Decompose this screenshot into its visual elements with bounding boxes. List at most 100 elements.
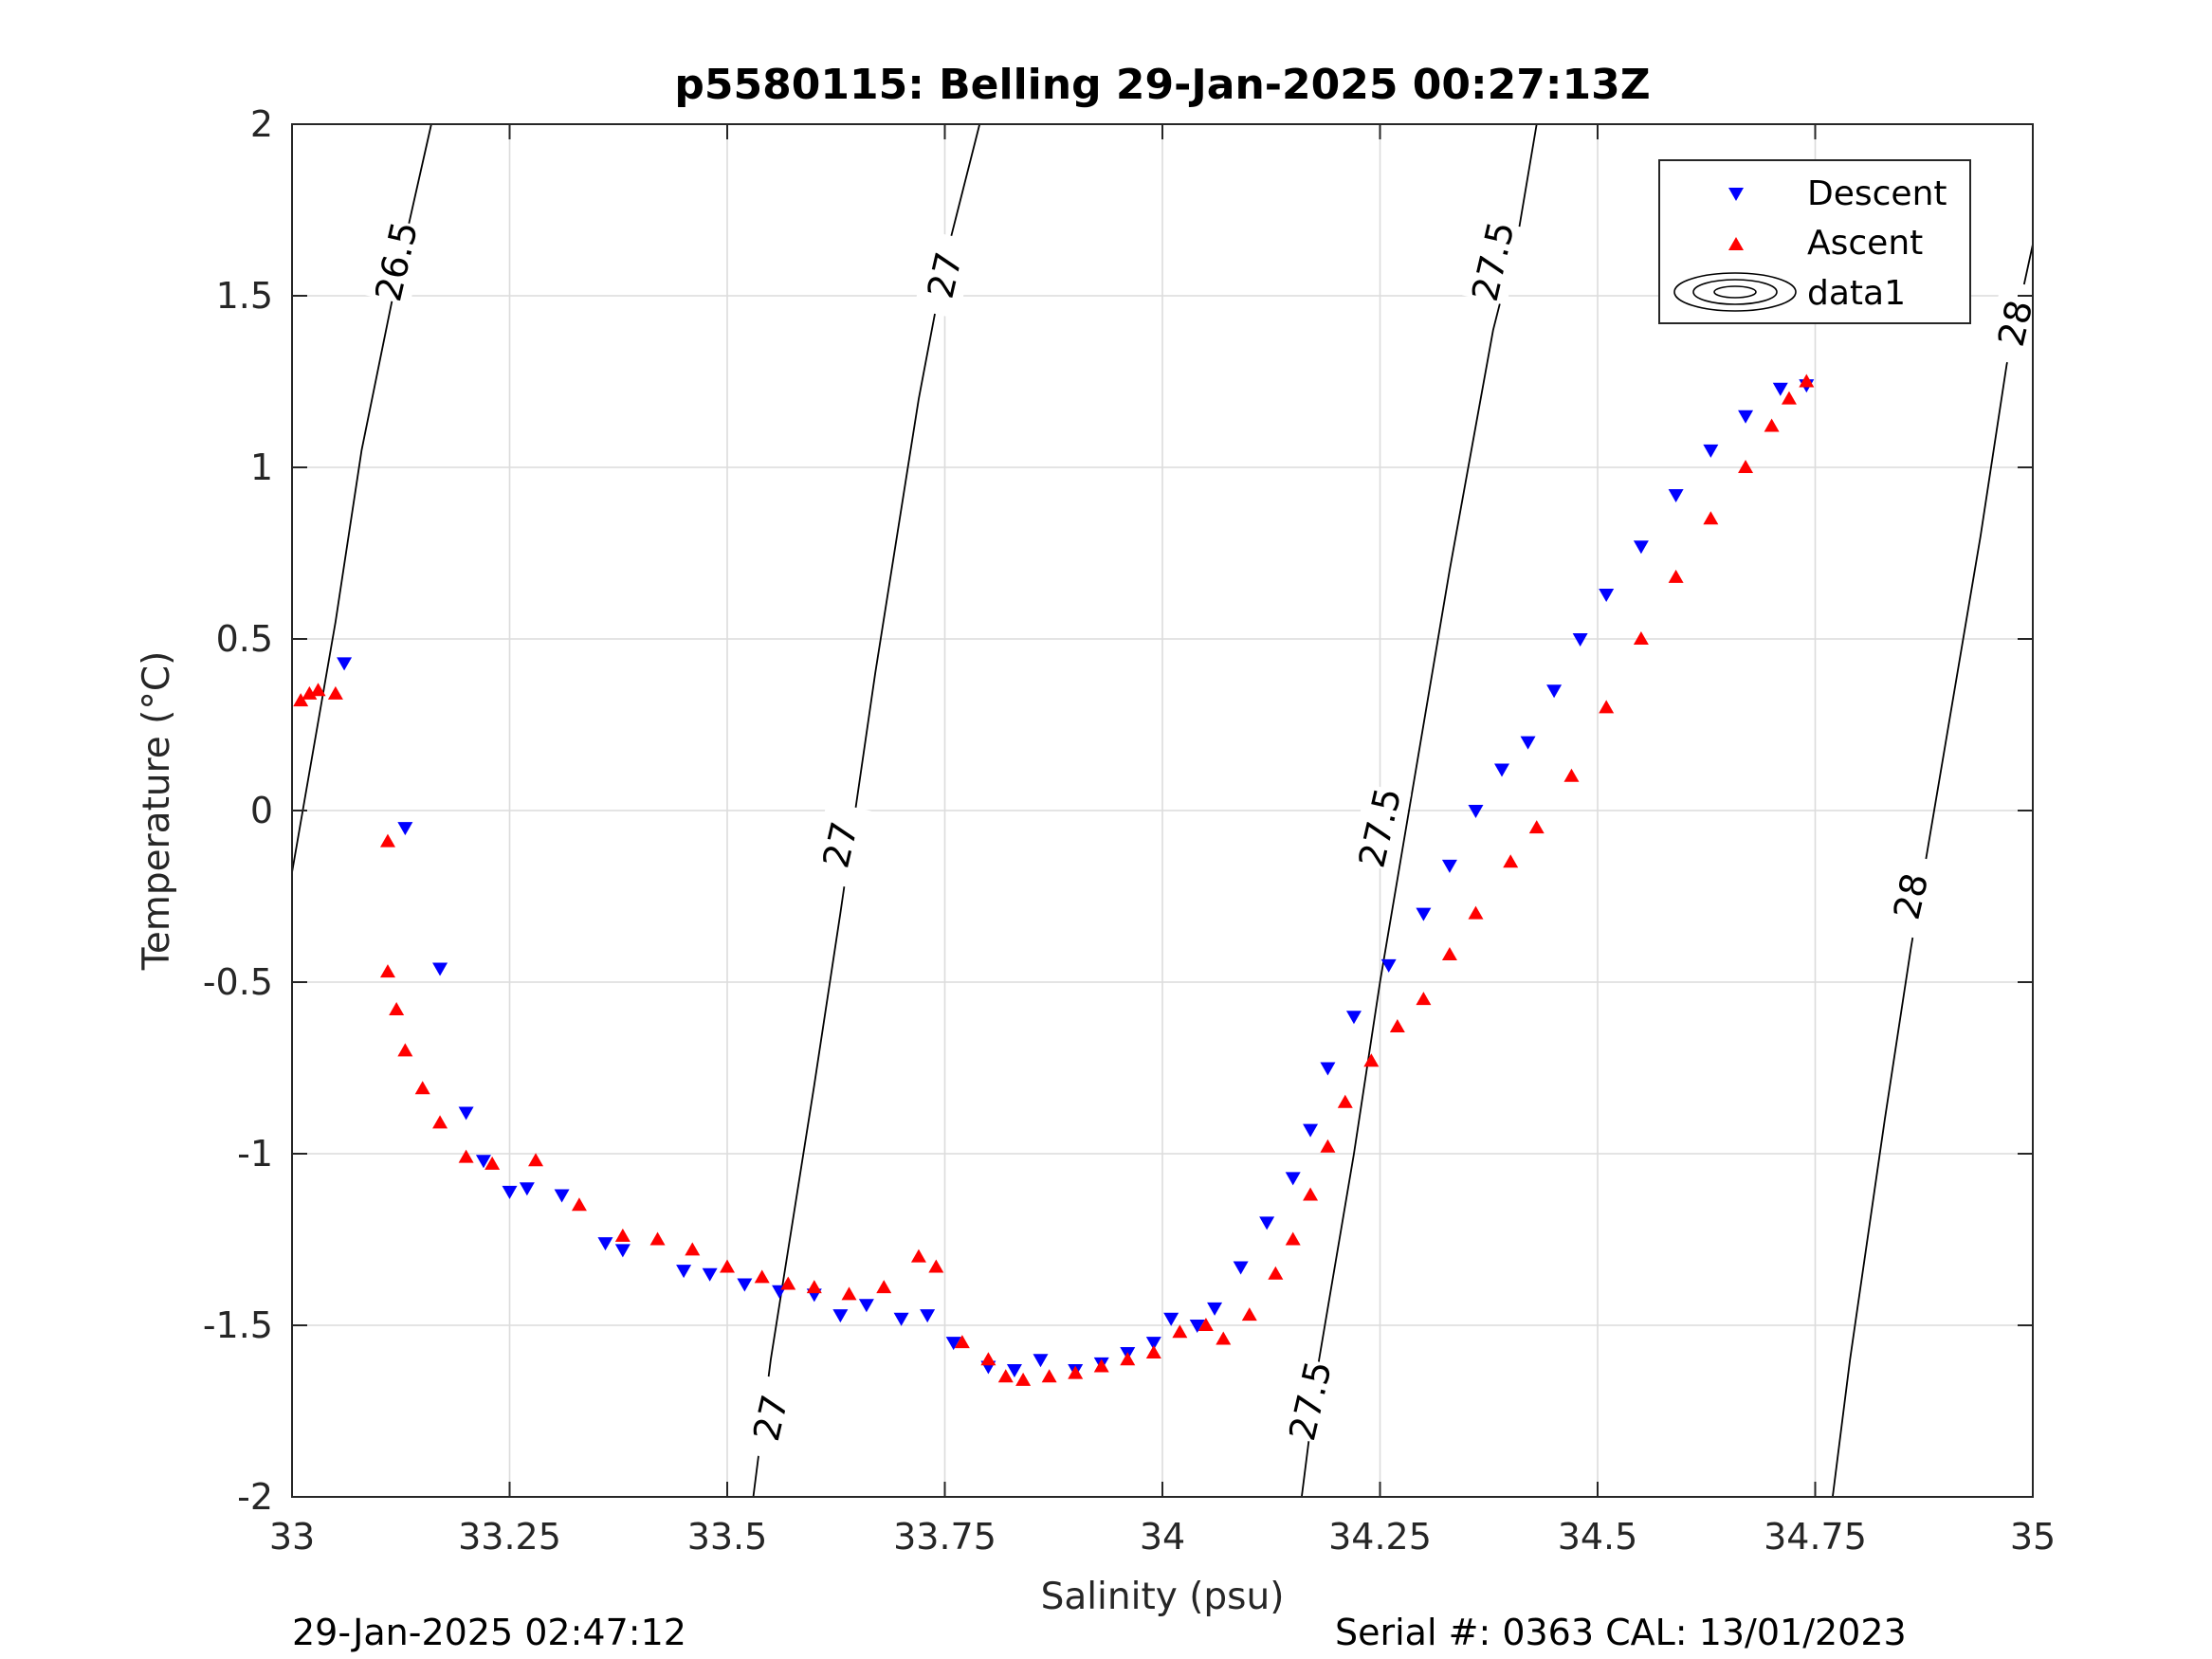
footer-serial-cal: Serial #: 0363 CAL: 13/01/2023 <box>1335 1612 1907 1653</box>
ascent-point <box>780 1276 796 1290</box>
contour-label-background <box>1348 783 1412 872</box>
x-tick-label: 33 <box>269 1516 315 1558</box>
legend-data1-label: data1 <box>1807 274 1906 313</box>
descent-point <box>1233 1261 1249 1275</box>
contour-line-28 <box>1832 244 2034 1498</box>
descent-point <box>893 1312 909 1326</box>
ascent-point <box>1633 631 1649 645</box>
descent-point <box>1380 958 1397 973</box>
contour-label-group: 27 <box>913 230 977 319</box>
ascent-point <box>414 1081 430 1095</box>
ascent-point <box>1145 1344 1161 1358</box>
contour-labels: 26.5 27 27 27 27.5 27.5 27.5 28 28 <box>365 217 2047 1463</box>
descent-point <box>676 1265 692 1279</box>
descent-point <box>1703 444 1719 458</box>
descent-point <box>1163 1312 1179 1326</box>
contour-label: 27.5 <box>1281 1357 1340 1444</box>
descent-point <box>1668 488 1684 502</box>
contour-label-group: 27.5 <box>1461 217 1525 306</box>
contour-label: 27 <box>814 818 866 872</box>
footer-timestamp: 29-Jan-2025 02:47:12 <box>292 1612 686 1653</box>
legend-box <box>1658 159 1971 324</box>
descent-point <box>1303 1123 1319 1138</box>
contour-label-group: 27.5 <box>1279 1357 1342 1445</box>
x-tick-label: 33.75 <box>893 1516 996 1558</box>
descent-point <box>702 1267 718 1282</box>
ascent-point <box>571 1197 587 1212</box>
contour-label-background <box>1879 852 1943 940</box>
ascent-point <box>389 1001 405 1015</box>
ascent-point <box>1563 768 1580 782</box>
ascent-point <box>997 1369 1014 1383</box>
descent-point <box>1572 633 1588 647</box>
contour-label-background <box>740 1374 802 1463</box>
ascent-point <box>528 1153 544 1167</box>
ascent-point <box>302 685 318 700</box>
descent-point <box>519 1182 535 1196</box>
y-tick-label: 0 <box>250 790 273 831</box>
legend-contour-icon <box>1673 272 1797 312</box>
descent-point <box>737 1278 753 1292</box>
ascent-point <box>754 1269 770 1284</box>
contour-label-group: 26.5 <box>365 217 429 306</box>
ascent-point <box>1468 905 1484 920</box>
contour-label-background <box>1279 1357 1342 1445</box>
ascent-point <box>1268 1266 1284 1280</box>
descent-point <box>1345 1011 1362 1025</box>
y-tick-label: 1.5 <box>216 275 273 317</box>
ascent-point <box>1781 391 1797 405</box>
descent-point <box>432 962 448 976</box>
legend-ascent-marker <box>1728 237 1744 250</box>
descent-point <box>1494 763 1510 777</box>
contour-label: 27 <box>745 1391 796 1445</box>
contour-label: 28 <box>1886 869 1937 923</box>
descent-point <box>1468 805 1484 818</box>
legend[interactable]: Descent Ascent data1 <box>1658 159 1971 324</box>
x-tick-label: 34.25 <box>1328 1516 1432 1558</box>
descent-point <box>1189 1320 1205 1333</box>
ascent-point <box>954 1335 970 1349</box>
x-tick-label: 35 <box>2010 1516 2056 1558</box>
ascent-point <box>1120 1352 1136 1366</box>
ascent-point <box>685 1242 701 1256</box>
y-tick-label: 1 <box>250 447 273 488</box>
ascent-point <box>1599 700 1615 714</box>
y-tick-label: -0.5 <box>203 961 273 1003</box>
ascent-point <box>397 1043 413 1057</box>
descent-point <box>1416 907 1432 921</box>
ascent-point <box>1416 992 1432 1006</box>
contour-label: 27.5 <box>1464 218 1523 305</box>
ascent-point <box>614 1228 631 1242</box>
ascent-point <box>432 1115 448 1129</box>
descent-point <box>1772 382 1788 396</box>
ascent-point <box>1337 1094 1353 1108</box>
ascent-point <box>1799 374 1815 388</box>
descent-point <box>397 822 413 836</box>
ascent-point <box>649 1231 666 1246</box>
ascent-point <box>1363 1053 1380 1067</box>
ascent-point <box>1068 1365 1084 1379</box>
descent-point <box>920 1309 936 1323</box>
descent-point <box>832 1309 849 1323</box>
ascent-point <box>1285 1231 1301 1246</box>
ascent-point <box>310 683 326 697</box>
contour-label-group: 27 <box>809 800 872 889</box>
x-tick-label: 34.5 <box>1558 1516 1638 1558</box>
ascent-point <box>1389 1019 1405 1033</box>
ascent-point <box>1041 1369 1057 1383</box>
descent-point <box>1546 684 1563 699</box>
descent-point <box>1520 736 1536 750</box>
x-tick-label: 33.5 <box>687 1516 768 1558</box>
descent-point <box>1006 1364 1022 1378</box>
descent-point <box>1145 1337 1161 1351</box>
ascent-point <box>1197 1318 1214 1331</box>
contour-label-background <box>913 230 977 319</box>
ascent-point <box>1503 854 1519 868</box>
ascent-point <box>458 1149 474 1163</box>
descent-point <box>1259 1216 1275 1231</box>
legend-descent-label: Descent <box>1807 174 1947 213</box>
series-descent <box>337 379 1815 1378</box>
descent-point <box>1441 859 1457 873</box>
series-ascent <box>293 374 1815 1386</box>
